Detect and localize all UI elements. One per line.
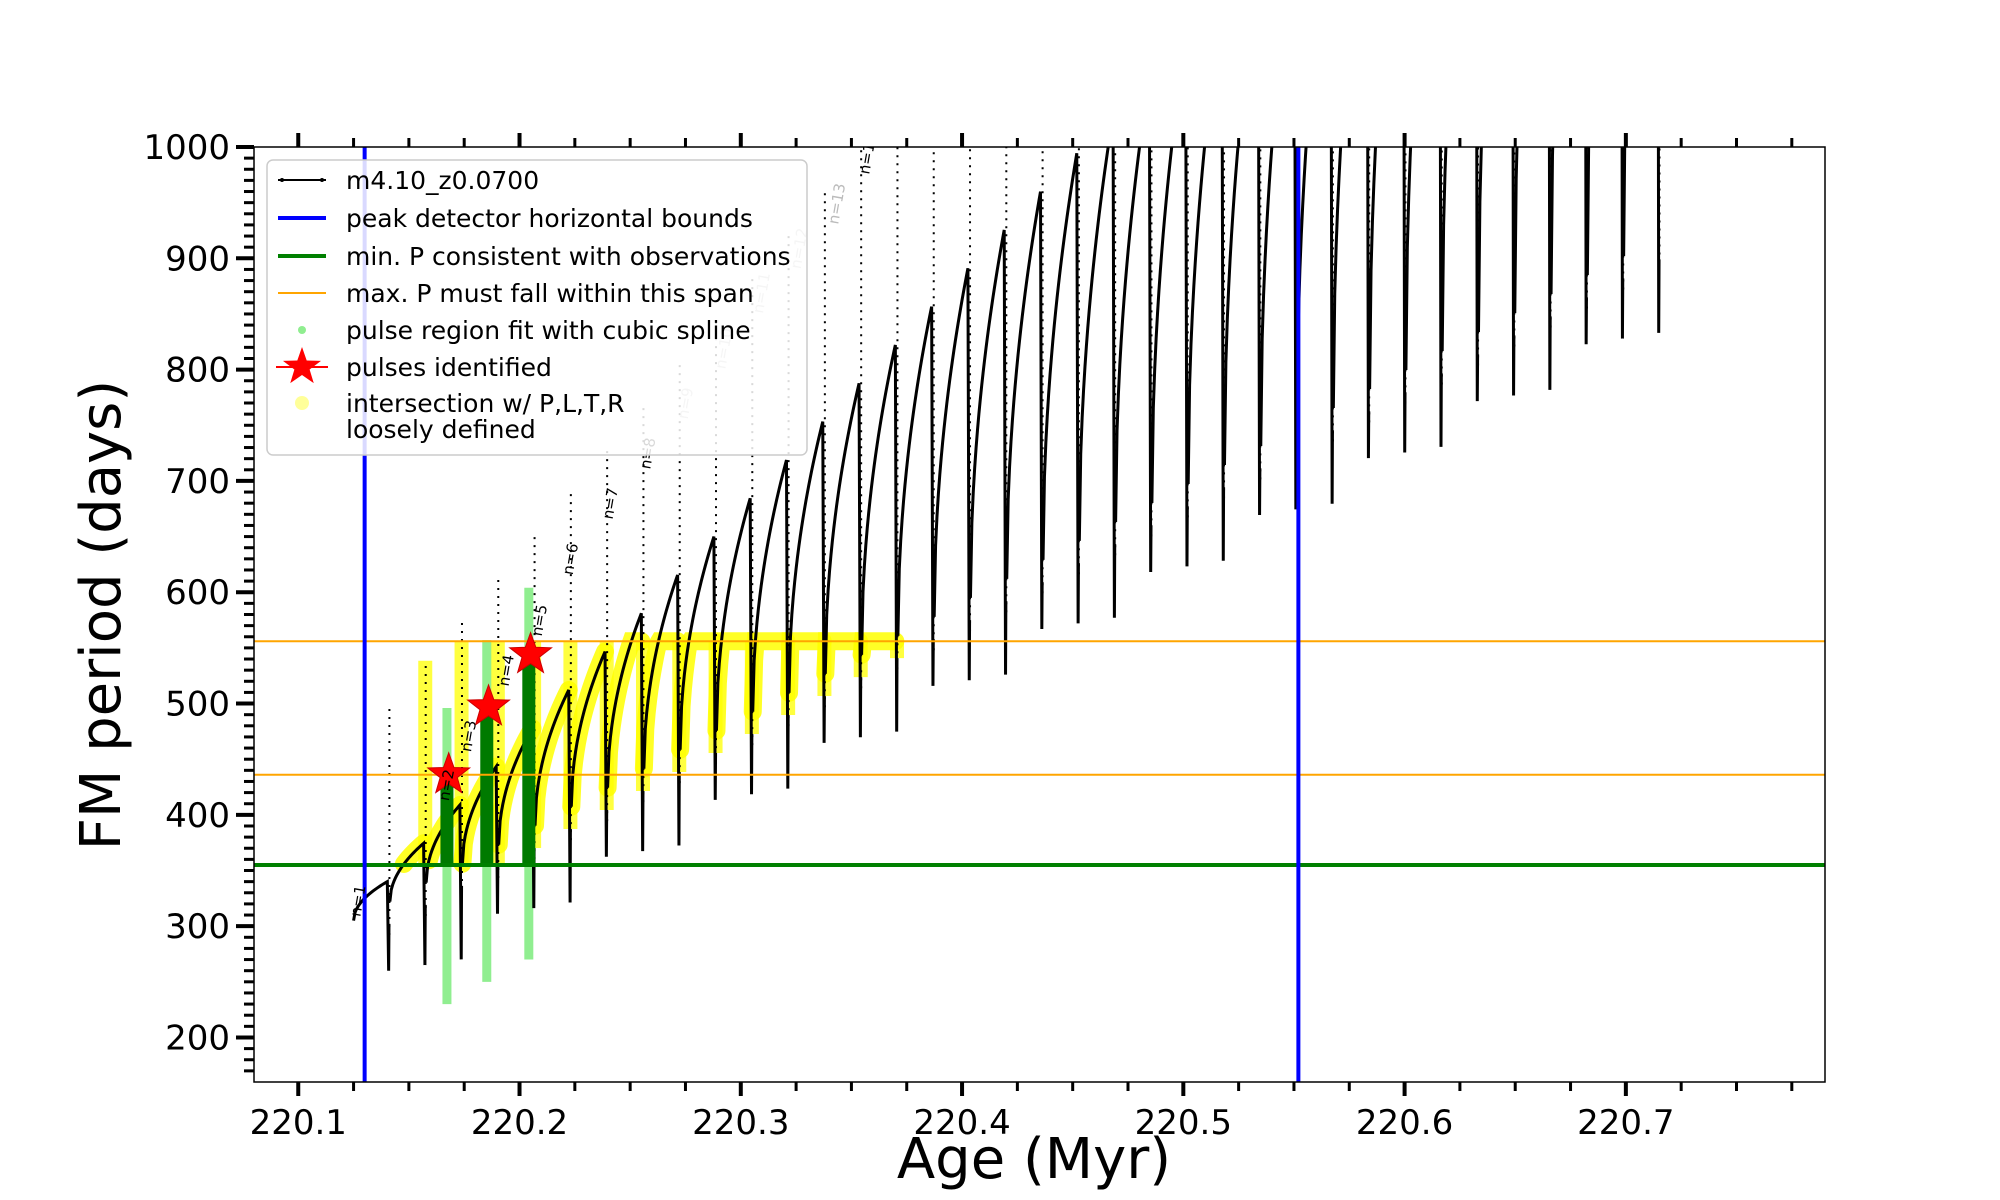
model-track-pulse <box>751 459 790 789</box>
legend-handle-dot <box>295 396 309 410</box>
model-track-pulse <box>1295 147 1334 504</box>
pulse-number-label: n=5 <box>528 603 551 637</box>
plot-area: n=1n=2n=3n=4n=5n=6n=7n=8n=9n=10n=11n=12n… <box>254 82 1825 1082</box>
model-track-pulse <box>1476 147 1516 396</box>
model-track-pulse <box>606 612 645 852</box>
model-track-pulse <box>1404 147 1443 447</box>
tick-marks <box>236 133 1794 1096</box>
model-track-pulse <box>1005 191 1044 629</box>
x-tick-label: 220.3 <box>692 1103 789 1143</box>
y-tick-labels: 200 300 400 500 600 700 800 900 1000 <box>143 128 230 1058</box>
model-track-pulse <box>896 306 935 686</box>
model-track-pulse <box>823 382 863 738</box>
model-track-pulse <box>1259 147 1298 510</box>
legend-handle-star <box>282 347 322 384</box>
model-track-pulse <box>1549 147 1588 345</box>
pulse-number-label: n=7 <box>599 486 622 520</box>
model-track-pulse <box>1585 147 1625 339</box>
y-tick-label: 800 <box>165 351 230 391</box>
pulse-number-label: n=2 <box>435 768 458 802</box>
model-track-pulse <box>1041 153 1080 624</box>
legend-label: max. P must fall within this span <box>346 279 754 308</box>
model-track-pulse <box>1331 147 1371 459</box>
x-tick-label: 220.2 <box>471 1103 568 1143</box>
model-track-pulse <box>642 574 681 846</box>
pulse-number-label: n=14 <box>855 132 880 176</box>
legend-handle-marker <box>280 178 284 182</box>
legend-handle-marker <box>320 178 324 182</box>
identified-pulse-star <box>426 751 472 794</box>
model-track-pulse <box>569 651 609 857</box>
identified-pulse-star <box>466 683 511 726</box>
legend-label: pulses identified <box>346 353 552 382</box>
y-axis-title: FM period (days) <box>69 380 134 850</box>
identified-pulse-star <box>508 631 553 674</box>
pulse-number-label: n=6 <box>559 542 582 576</box>
y-tick-label: 600 <box>165 573 230 613</box>
model-track-pulse <box>860 344 899 732</box>
model-track-pulse <box>1186 147 1226 561</box>
x-tick-label: 220.7 <box>1577 1103 1674 1143</box>
x-tick-label: 220.1 <box>250 1103 347 1143</box>
pulse-region-series <box>440 654 536 865</box>
x-tick-label: 220.4 <box>913 1103 1010 1143</box>
model-track-pulse <box>1622 147 1661 333</box>
model-track-pulse <box>1114 147 1153 573</box>
legend-box <box>266 159 808 456</box>
x-axis-title: Age (Myr) <box>897 1127 1171 1192</box>
model-track-pulse <box>388 840 427 966</box>
model-track-pulse <box>533 689 572 903</box>
y-tick-label: 700 <box>165 462 230 502</box>
y-tick-label: 200 <box>165 1018 230 1058</box>
model-track-pulse <box>1222 147 1262 516</box>
model-track-pulse <box>1150 147 1189 567</box>
legend-label: min. P consistent with observations <box>346 242 791 271</box>
pulse-number-label: n=3 <box>457 719 480 753</box>
y-tick-label: 300 <box>165 907 230 947</box>
model-track-pulse <box>1513 147 1552 390</box>
y-tick-label: 1000 <box>143 128 230 168</box>
model-track-pulse <box>1077 147 1117 618</box>
model-track-pulse <box>1368 147 1407 453</box>
x-tick-labels: 220.1 220.2 220.3 220.4 220.5 220.6 220.7 <box>250 1103 1675 1143</box>
legend-label: peak detector horizontal bounds <box>346 204 753 233</box>
y-tick-label: 400 <box>165 796 230 836</box>
legend-label: intersection w/ P,L,T,R <box>346 389 625 418</box>
model-track-pulse <box>714 497 754 795</box>
legend-label: pulse region fit with cubic spline <box>346 316 751 345</box>
x-tick-label: 220.6 <box>1356 1103 1453 1143</box>
legend-label-line2: loosely defined <box>346 415 536 444</box>
legend-label: m4.10_z0.0700 <box>346 166 539 195</box>
pulse-number-label: n=13 <box>824 182 849 226</box>
model-track-series <box>352 147 1661 971</box>
pulse-number-label: n=4 <box>495 653 518 687</box>
pulse-number-label: n=1 <box>346 884 369 918</box>
legend-handle-dot <box>298 326 306 334</box>
y-tick-label: 500 <box>165 685 230 725</box>
y-tick-label: 900 <box>165 239 230 279</box>
model-track-pulse <box>1440 147 1480 402</box>
pulse-number-label: n=15 <box>886 82 911 126</box>
model-track-pulse <box>352 879 391 971</box>
model-track-pulse <box>787 421 826 743</box>
model-track-pulse <box>932 267 972 681</box>
x-tick-label: 220.5 <box>1135 1103 1232 1143</box>
model-track-pulse <box>968 229 1008 675</box>
model-track-pulse <box>678 536 718 800</box>
